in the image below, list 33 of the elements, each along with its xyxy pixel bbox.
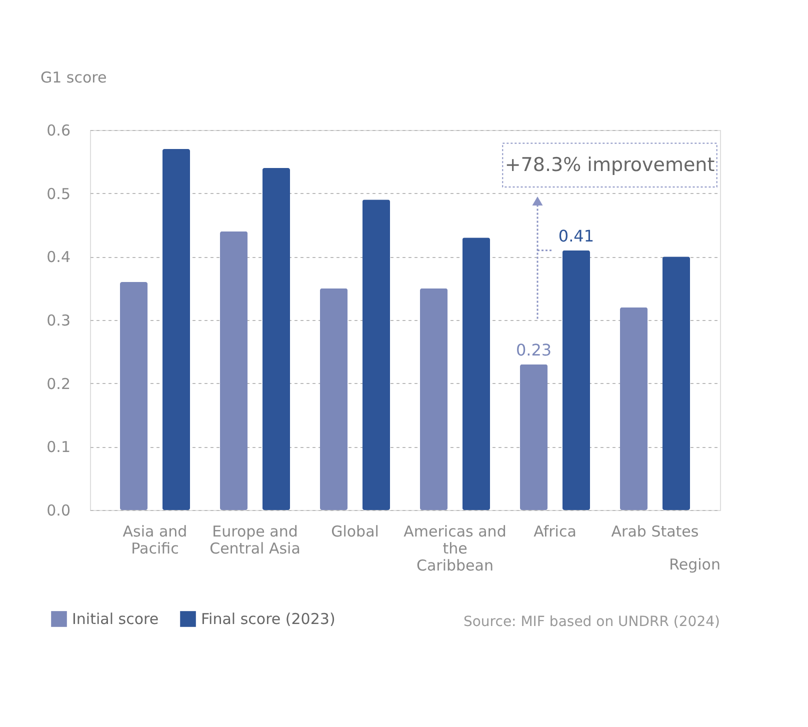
bar [220, 231, 248, 510]
y-tick-label: 0.4 [46, 248, 70, 266]
bar [620, 307, 648, 510]
y-tick-label: 0.6 [46, 122, 70, 140]
x-axis-title: Region [669, 556, 720, 574]
bar [162, 149, 190, 510]
data-label: 0.23 [516, 340, 552, 360]
bar [462, 238, 490, 510]
x-tick-label: Europe and Central Asia [210, 522, 300, 558]
y-tick-label: 0.5 [46, 184, 70, 203]
x-tick-label: Asia and Pacific [122, 522, 188, 558]
x-tick-label: Arab States [611, 522, 699, 540]
bar [120, 282, 148, 510]
bar [562, 250, 590, 510]
y-axis-title: G1 score [40, 68, 107, 86]
legend-label: Final score (2023) [201, 610, 336, 628]
x-tick-label: Americas and the Caribbean [404, 522, 506, 574]
annotation: +78.3% improvement [504, 154, 715, 176]
bar [662, 256, 690, 510]
legend-label: Initial score [72, 610, 159, 628]
y-tick-label: 0.0 [46, 502, 70, 520]
x-tick-label: Global [331, 522, 379, 540]
bar [520, 364, 548, 510]
data-label: 0.41 [558, 226, 594, 246]
bar [262, 168, 290, 510]
source-note: Source: MIF based on UNDRR (2024) [463, 614, 720, 630]
y-tick-label: 0.3 [46, 312, 70, 330]
y-tick-label: 0.2 [46, 374, 70, 393]
bar [362, 200, 390, 510]
bar [320, 288, 348, 510]
bar [420, 288, 448, 510]
y-tick-label: 0.1 [46, 438, 70, 456]
x-tick-label: Africa [534, 522, 576, 540]
